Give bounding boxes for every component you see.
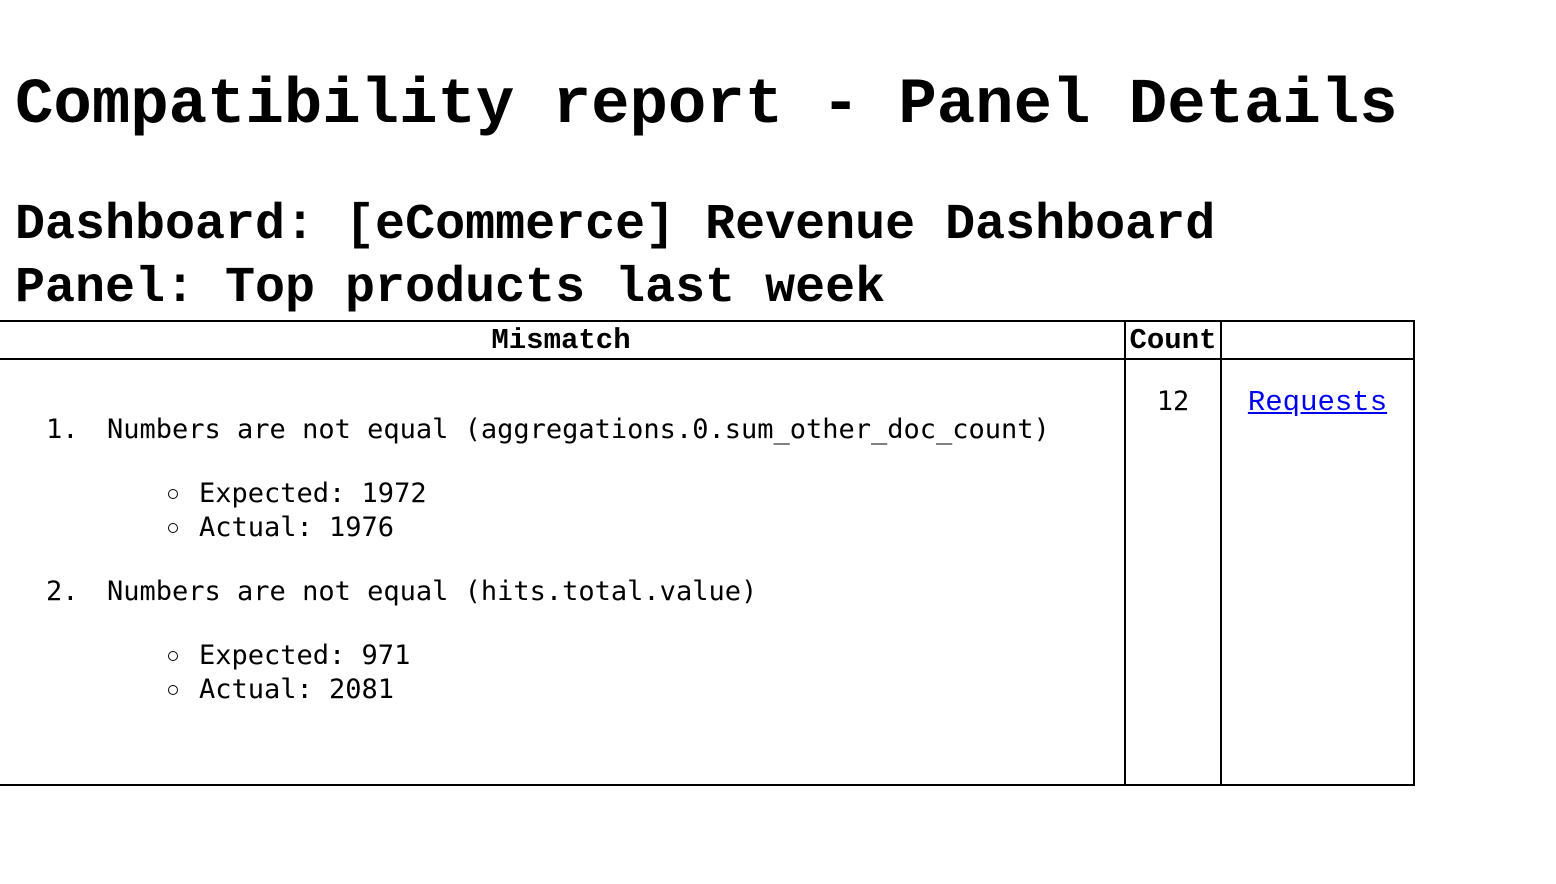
- header-actions: [1220, 320, 1415, 360]
- expected-value: Expected: 1972: [199, 478, 427, 509]
- header-mismatch: Mismatch: [0, 320, 1126, 360]
- actual-value: Actual: 2081: [199, 674, 395, 705]
- bullet-icon: [168, 489, 178, 499]
- header-count: Count: [1124, 320, 1222, 360]
- mismatch-table: Mismatch Count 1. Numbers are not equal …: [0, 320, 1415, 786]
- bullet-icon: [168, 685, 178, 695]
- table-row: 1. Numbers are not equal (aggregations.0…: [0, 358, 1415, 786]
- mismatch-text: Numbers are not equal (hits.total.value): [107, 576, 758, 607]
- panel-heading: Panel: Top products last week: [15, 260, 886, 317]
- item-number: 2.: [46, 576, 79, 607]
- mismatch-cell: 1. Numbers are not equal (aggregations.0…: [0, 358, 1126, 786]
- link-cell: Requests: [1220, 358, 1415, 786]
- count-cell: 12: [1124, 358, 1222, 786]
- dashboard-heading: Dashboard: [eCommerce] Revenue Dashboard: [15, 197, 1216, 254]
- expected-value: Expected: 971: [199, 640, 411, 671]
- table-header-row: Mismatch Count: [0, 320, 1415, 360]
- requests-link[interactable]: Requests: [1247, 386, 1388, 419]
- mismatch-text: Numbers are not equal (aggregations.0.su…: [107, 414, 1050, 445]
- bullet-icon: [168, 651, 178, 661]
- page-title: Compatibility report - Panel Details: [15, 70, 1398, 142]
- item-number: 1.: [46, 414, 79, 445]
- bullet-icon: [168, 523, 178, 533]
- actual-value: Actual: 1976: [199, 512, 395, 543]
